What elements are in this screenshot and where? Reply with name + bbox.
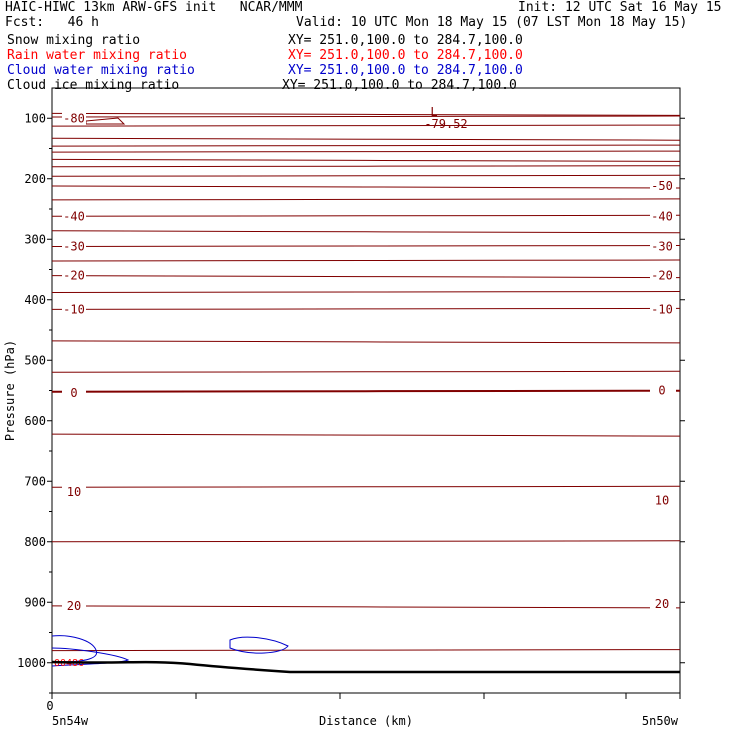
temperature-contour: [51, 605, 681, 609]
forecast-hour: Fcst: 46 h: [5, 15, 99, 30]
temperature-contour: [51, 115, 681, 118]
cloud-water-contour: [51, 647, 130, 667]
contour-label-bg: [650, 384, 676, 398]
contour-label: -20: [63, 269, 85, 283]
contour-label-bg: [650, 598, 676, 612]
temperature-contour: [51, 198, 681, 201]
low-value: -79.52: [424, 117, 467, 131]
y-tick-label: 500: [24, 353, 46, 367]
contour-label: -30: [651, 240, 673, 254]
temperature-contour: [51, 144, 681, 147]
legend-cloud-water-xy: XY= 251.0,100.0 to 284.7,100.0: [288, 63, 523, 78]
contour-label: 0: [658, 384, 665, 398]
temperature-contour: [51, 370, 681, 374]
temperature-contour: [51, 433, 681, 437]
y-tick-label: 1000: [17, 656, 46, 670]
temperature-contour: [51, 290, 681, 294]
contour-label-bg: [650, 240, 676, 254]
contour-label: 20: [67, 599, 81, 613]
terrain-surface: [51, 660, 680, 674]
legend-rain-label: Rain water mixing ratio: [7, 48, 188, 63]
legend-cloud-water-label: Cloud water mixing ratio: [7, 63, 195, 78]
contour-label: -10: [651, 302, 673, 316]
contour-label: 20: [655, 597, 669, 611]
contour-label-bg: [650, 180, 676, 194]
legend-snow-label: Snow mixing ratio: [7, 33, 141, 48]
y-axis-label: Pressure (hPa): [3, 340, 17, 441]
contour-label-bg: [650, 494, 676, 508]
temperature-contour: [51, 389, 681, 393]
contour-label-bg: [650, 269, 676, 283]
temperature-contour: [51, 150, 681, 153]
temperature-contour: [51, 137, 681, 141]
contour-label: -40: [63, 209, 85, 223]
x-left-label: 5n54w: [52, 714, 89, 728]
contour-label-bg: [62, 386, 86, 400]
temperature-contour: [51, 648, 681, 652]
y-tick-label: 100: [24, 111, 46, 125]
cloud-water-contour: [229, 636, 289, 654]
temperature-contour: [51, 340, 681, 344]
contour-label: -10: [63, 302, 85, 316]
temperature-contour: [51, 244, 681, 248]
temperature-contour: [51, 214, 681, 218]
contour-label: 10: [67, 485, 81, 499]
temperature-contour: [51, 124, 681, 127]
temperature-contour: [51, 275, 681, 279]
temperature-contour: [51, 112, 681, 116]
legend-snow-xy: XY= 251.0,100.0 to 284.7,100.0: [288, 33, 523, 48]
temperature-contour: [51, 485, 681, 489]
contour-label-bg: [62, 303, 86, 317]
contour-label-bg: [62, 599, 86, 613]
contour-label-bg: [650, 210, 676, 224]
temperature-contour: [51, 158, 681, 162]
temperature-contour: [51, 174, 681, 178]
contour-label: -40: [651, 209, 673, 223]
contour-label: -50: [651, 179, 673, 193]
contour-label: -20: [651, 269, 673, 283]
chart-title: HAIC-HIWC 13km ARW-GFS init NCAR/MMM: [5, 0, 303, 15]
y-tick-label: 400: [24, 293, 46, 307]
contour-label-bg: [62, 269, 86, 283]
contour-label: 10: [655, 494, 669, 508]
legend-rain-xy: XY= 251.0,100.0 to 284.7,100.0: [288, 48, 523, 63]
contour-label-bg: [62, 486, 86, 500]
legend-cloud-ice-xy: XY= 251.0,100.0 to 284.7,100.0: [282, 78, 517, 93]
contour-label: -30: [63, 240, 85, 254]
temperature-contour: [51, 230, 681, 234]
temperature-contour: [51, 540, 681, 543]
temperature-contour: [51, 259, 681, 262]
y-tick-label: 800: [24, 535, 46, 549]
contour-label-bg: [650, 303, 676, 317]
contour-label: -80: [63, 111, 85, 125]
contour-label-bg: [62, 112, 86, 126]
valid-time: Valid: 10 UTC Mon 18 May 15 (07 LST Mon …: [296, 15, 688, 30]
contour-label: 0: [70, 386, 77, 400]
low-marker: L: [430, 105, 437, 119]
legend-cloud-ice-label: Cloud ice mixing ratio: [7, 78, 180, 93]
temperature-contour: [51, 164, 681, 168]
y-tick-label: 300: [24, 232, 46, 246]
contour-label-bg: [62, 240, 86, 254]
y-tick-label: 200: [24, 172, 46, 186]
temperature-contour: [51, 307, 681, 311]
x-axis-label: Distance (km): [319, 714, 413, 728]
x-zero-label: 0: [46, 699, 53, 713]
x-right-label: 5n50w: [642, 714, 679, 728]
init-time: Init: 12 UTC Sat 16 May 15: [518, 0, 722, 15]
cold-core-contour: [85, 117, 126, 125]
y-tick-label: 700: [24, 474, 46, 488]
y-tick-label: 900: [24, 595, 46, 609]
contour-label-bg: [62, 210, 86, 224]
temperature-contour: [51, 185, 681, 189]
y-tick-label: 600: [24, 414, 46, 428]
